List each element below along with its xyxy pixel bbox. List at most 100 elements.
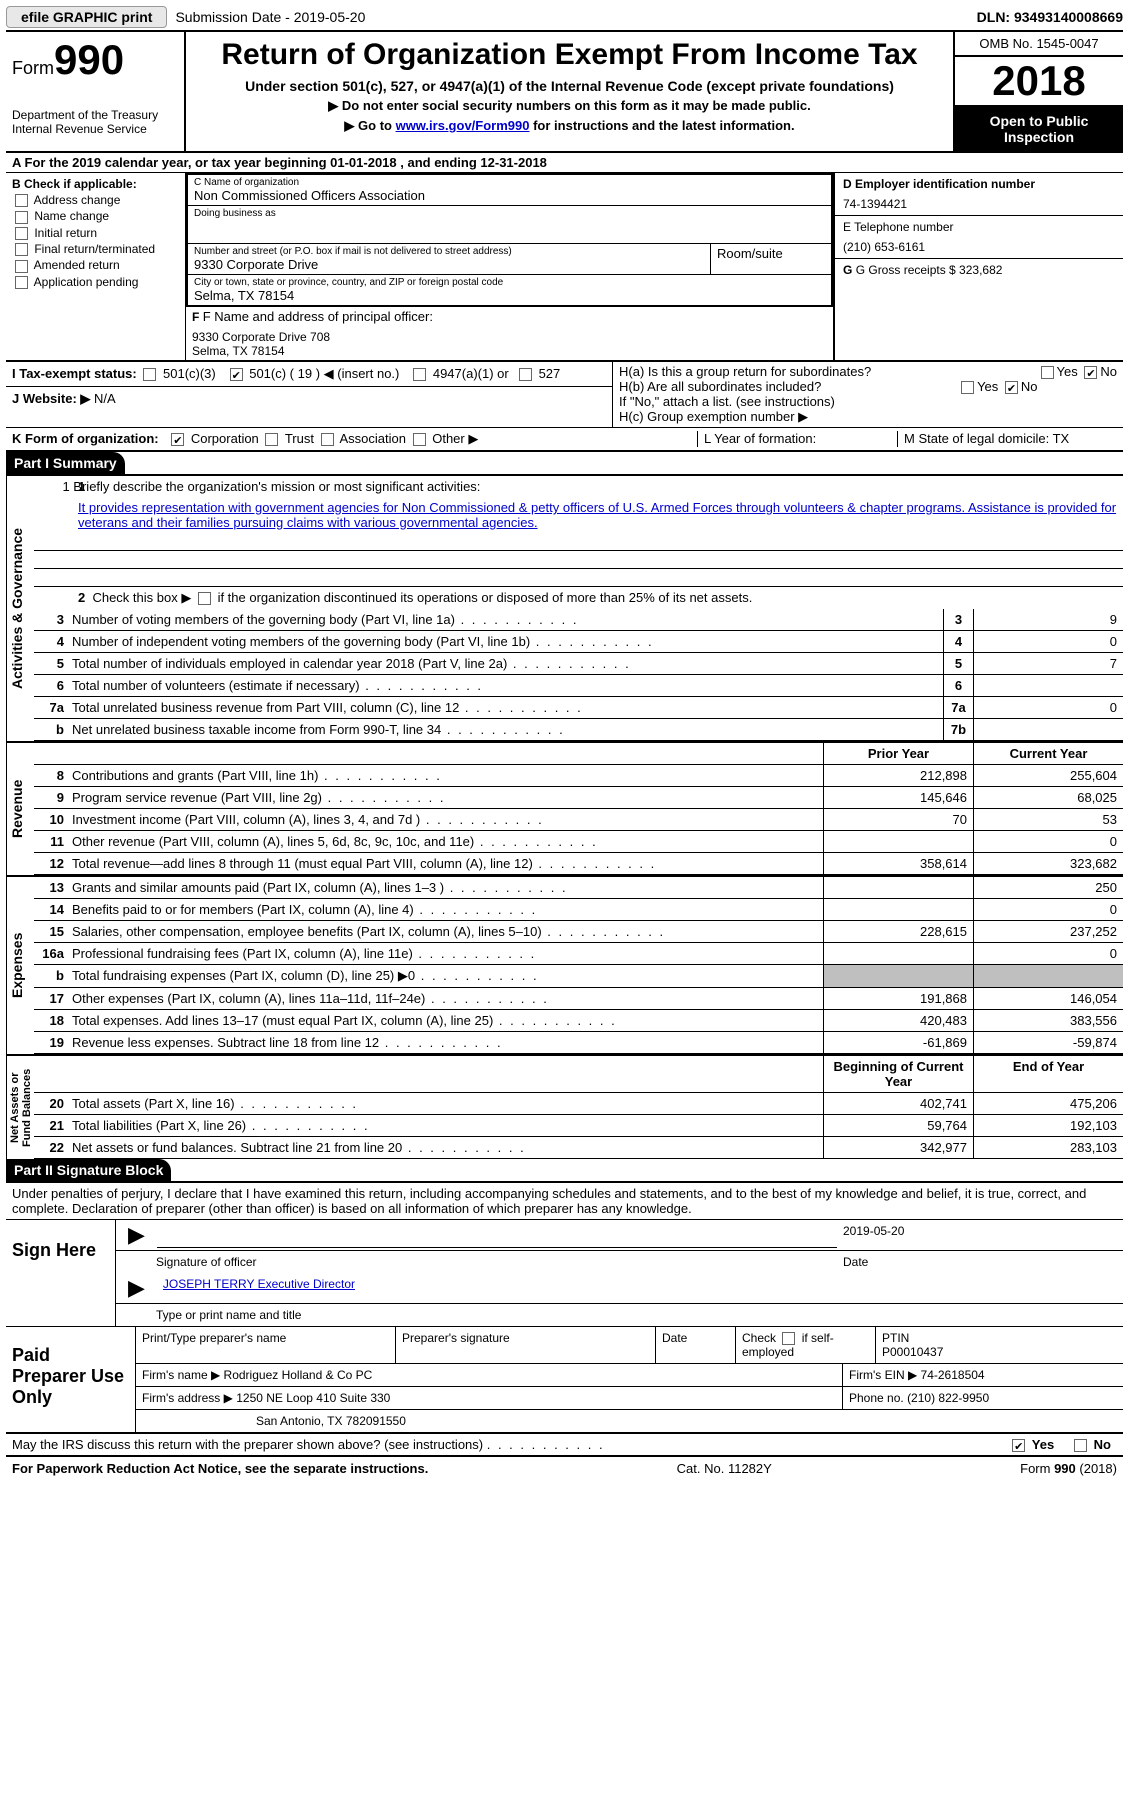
- l-year: L Year of formation:: [697, 431, 897, 447]
- phone: (210) 822-9950: [907, 1391, 989, 1405]
- sig-date-label: Date: [837, 1253, 1117, 1271]
- hdr-current-year: Current Year: [973, 743, 1123, 764]
- hb-yes[interactable]: [961, 381, 974, 394]
- row-a-tax-year: A For the 2019 calendar year, or tax yea…: [6, 153, 1123, 173]
- city: Selma, TX 78154: [194, 288, 825, 303]
- header-mid: Return of Organization Exempt From Incom…: [186, 32, 953, 151]
- cb-app-pending[interactable]: Application pending: [12, 275, 179, 289]
- hb-no[interactable]: [1005, 381, 1018, 394]
- goto-pre: ▶ Go to: [344, 118, 395, 133]
- discuss-yes[interactable]: [1012, 1439, 1025, 1452]
- footer: For Paperwork Reduction Act Notice, see …: [6, 1456, 1123, 1480]
- sig-officer-label: Signature of officer: [150, 1253, 837, 1271]
- arrow-icon: ▶: [122, 1222, 151, 1248]
- table-row: 21Total liabilities (Part X, line 26)59,…: [34, 1115, 1123, 1137]
- k-label: K Form of organization:: [12, 431, 159, 446]
- col-c: C Name of organization Non Commissioned …: [186, 173, 833, 360]
- cb-amended[interactable]: Amended return: [12, 258, 179, 272]
- table-row: 11Other revenue (Part VIII, column (A), …: [34, 831, 1123, 853]
- firm-name: Rodriguez Holland & Co PC: [224, 1368, 373, 1382]
- cb-assoc[interactable]: [321, 433, 334, 446]
- m-state: M State of legal domicile: TX: [897, 431, 1117, 447]
- part-i: Part I Summary: [6, 452, 1123, 474]
- street-label: Number and street (or P.O. box if mail i…: [194, 246, 704, 257]
- hb-label: H(b) Are all subordinates included?: [619, 379, 821, 394]
- cb-4947[interactable]: [413, 368, 426, 381]
- cb-501c[interactable]: [230, 368, 243, 381]
- table-row: 4Number of independent voting members of…: [34, 631, 1123, 653]
- irs-link[interactable]: www.irs.gov/Form990: [396, 118, 530, 133]
- table-row: 9Program service revenue (Part VIII, lin…: [34, 787, 1123, 809]
- cb-501c3[interactable]: [143, 368, 156, 381]
- row-klm: K Form of organization: Corporation Trus…: [6, 428, 1123, 452]
- table-row: 12Total revenue—add lines 8 through 11 (…: [34, 853, 1123, 875]
- prep-name-label: Print/Type preparer's name: [136, 1327, 396, 1363]
- hb-note: If "No," attach a list. (see instruction…: [619, 394, 1117, 409]
- dln-label: DLN: 93493140008669: [977, 9, 1123, 25]
- self-employed: Check if self-employed: [736, 1327, 876, 1363]
- pra-notice: For Paperwork Reduction Act Notice, see …: [12, 1461, 428, 1476]
- ein: 74-1394421: [843, 197, 1115, 211]
- form-label: Form: [12, 58, 54, 78]
- tel: (210) 653-6161: [843, 240, 1115, 254]
- cb-self-employed[interactable]: [782, 1332, 795, 1345]
- j-label: J Website: ▶: [12, 391, 90, 406]
- city-label: City or town, state or province, country…: [194, 277, 825, 288]
- dba-label: Doing business as: [194, 208, 825, 219]
- cb-trust[interactable]: [265, 433, 278, 446]
- cb-corp[interactable]: [171, 433, 184, 446]
- part-i-body: Activities & Governance 1 1 Briefly desc…: [6, 474, 1123, 741]
- f-value: 9330 Corporate Drive 708 Selma, TX 78154: [192, 330, 827, 358]
- cb-527[interactable]: [519, 368, 532, 381]
- table-row: bNet unrelated business taxable income f…: [34, 719, 1123, 741]
- cb-other[interactable]: [413, 433, 426, 446]
- goto-post: for instructions and the latest informat…: [529, 118, 794, 133]
- prep-sig-label: Preparer's signature: [396, 1327, 656, 1363]
- declaration: Under penalties of perjury, I declare th…: [6, 1181, 1123, 1220]
- header-right: OMB No. 1545-0047 2018 Open to Public In…: [953, 32, 1123, 151]
- cb-discontinued[interactable]: [198, 592, 211, 605]
- prep-date-label: Date: [656, 1327, 736, 1363]
- tab-expenses: Expenses: [6, 877, 34, 1054]
- table-row: 3Number of voting members of the governi…: [34, 609, 1123, 631]
- table-row: 22Net assets or fund balances. Subtract …: [34, 1137, 1123, 1159]
- sign-here-label: Sign Here: [6, 1220, 116, 1326]
- discuss-row: May the IRS discuss this return with the…: [6, 1434, 1123, 1456]
- ein-label: D Employer identification number: [843, 177, 1115, 191]
- officer-name[interactable]: JOSEPH TERRY Executive Director: [163, 1277, 355, 1291]
- table-row: 19Revenue less expenses. Subtract line 1…: [34, 1032, 1123, 1054]
- phone-label: Phone no.: [849, 1391, 904, 1405]
- ptin-label: PTIN: [882, 1331, 909, 1345]
- tab-activities: Activities & Governance: [6, 476, 34, 741]
- discuss-no[interactable]: [1074, 1439, 1087, 1452]
- firm-addr: 1250 NE Loop 410 Suite 330: [236, 1391, 390, 1405]
- h-block: H(a) Is this a group return for subordin…: [613, 362, 1123, 427]
- cb-initial-return[interactable]: Initial return: [12, 226, 179, 240]
- form-number: 990: [54, 36, 124, 83]
- part-ii: Part II Signature Block: [6, 1159, 1123, 1181]
- table-row: 14Benefits paid to or for members (Part …: [34, 899, 1123, 921]
- hdr-begin-year: Beginning of Current Year: [823, 1056, 973, 1092]
- ha-no[interactable]: [1084, 366, 1097, 379]
- table-row: 6Total number of volunteers (estimate if…: [34, 675, 1123, 697]
- cb-name-change[interactable]: Name change: [12, 209, 179, 223]
- part-ii-header: Part II Signature Block: [6, 1159, 171, 1181]
- table-row: 15Salaries, other compensation, employee…: [34, 921, 1123, 943]
- row-h: I Tax-exempt status: 501(c)(3) 501(c) ( …: [6, 362, 1123, 428]
- tax-year: 2018: [955, 57, 1123, 107]
- omb-number: OMB No. 1545-0047: [955, 32, 1123, 57]
- table-row: 5Total number of individuals employed in…: [34, 653, 1123, 675]
- tax-exempt-row: I Tax-exempt status: 501(c)(3) 501(c) ( …: [6, 362, 613, 427]
- hdr-end-year: End of Year: [973, 1056, 1123, 1092]
- table-row: 7aTotal unrelated business revenue from …: [34, 697, 1123, 719]
- ha-label: H(a) Is this a group return for subordin…: [619, 364, 871, 379]
- ha-yes[interactable]: [1041, 366, 1054, 379]
- i-label: I Tax-exempt status:: [12, 366, 137, 381]
- table-row: 8Contributions and grants (Part VIII, li…: [34, 765, 1123, 787]
- efile-print-button[interactable]: efile GRAPHIC print: [6, 6, 167, 28]
- cb-final-return[interactable]: Final return/terminated: [12, 242, 179, 256]
- cb-address-change[interactable]: Address change: [12, 193, 179, 207]
- firm-addr2: San Antonio, TX 782091550: [136, 1410, 1123, 1432]
- mission-text[interactable]: It provides representation with governme…: [78, 500, 1116, 530]
- open-to-public: Open to Public Inspection: [955, 107, 1123, 151]
